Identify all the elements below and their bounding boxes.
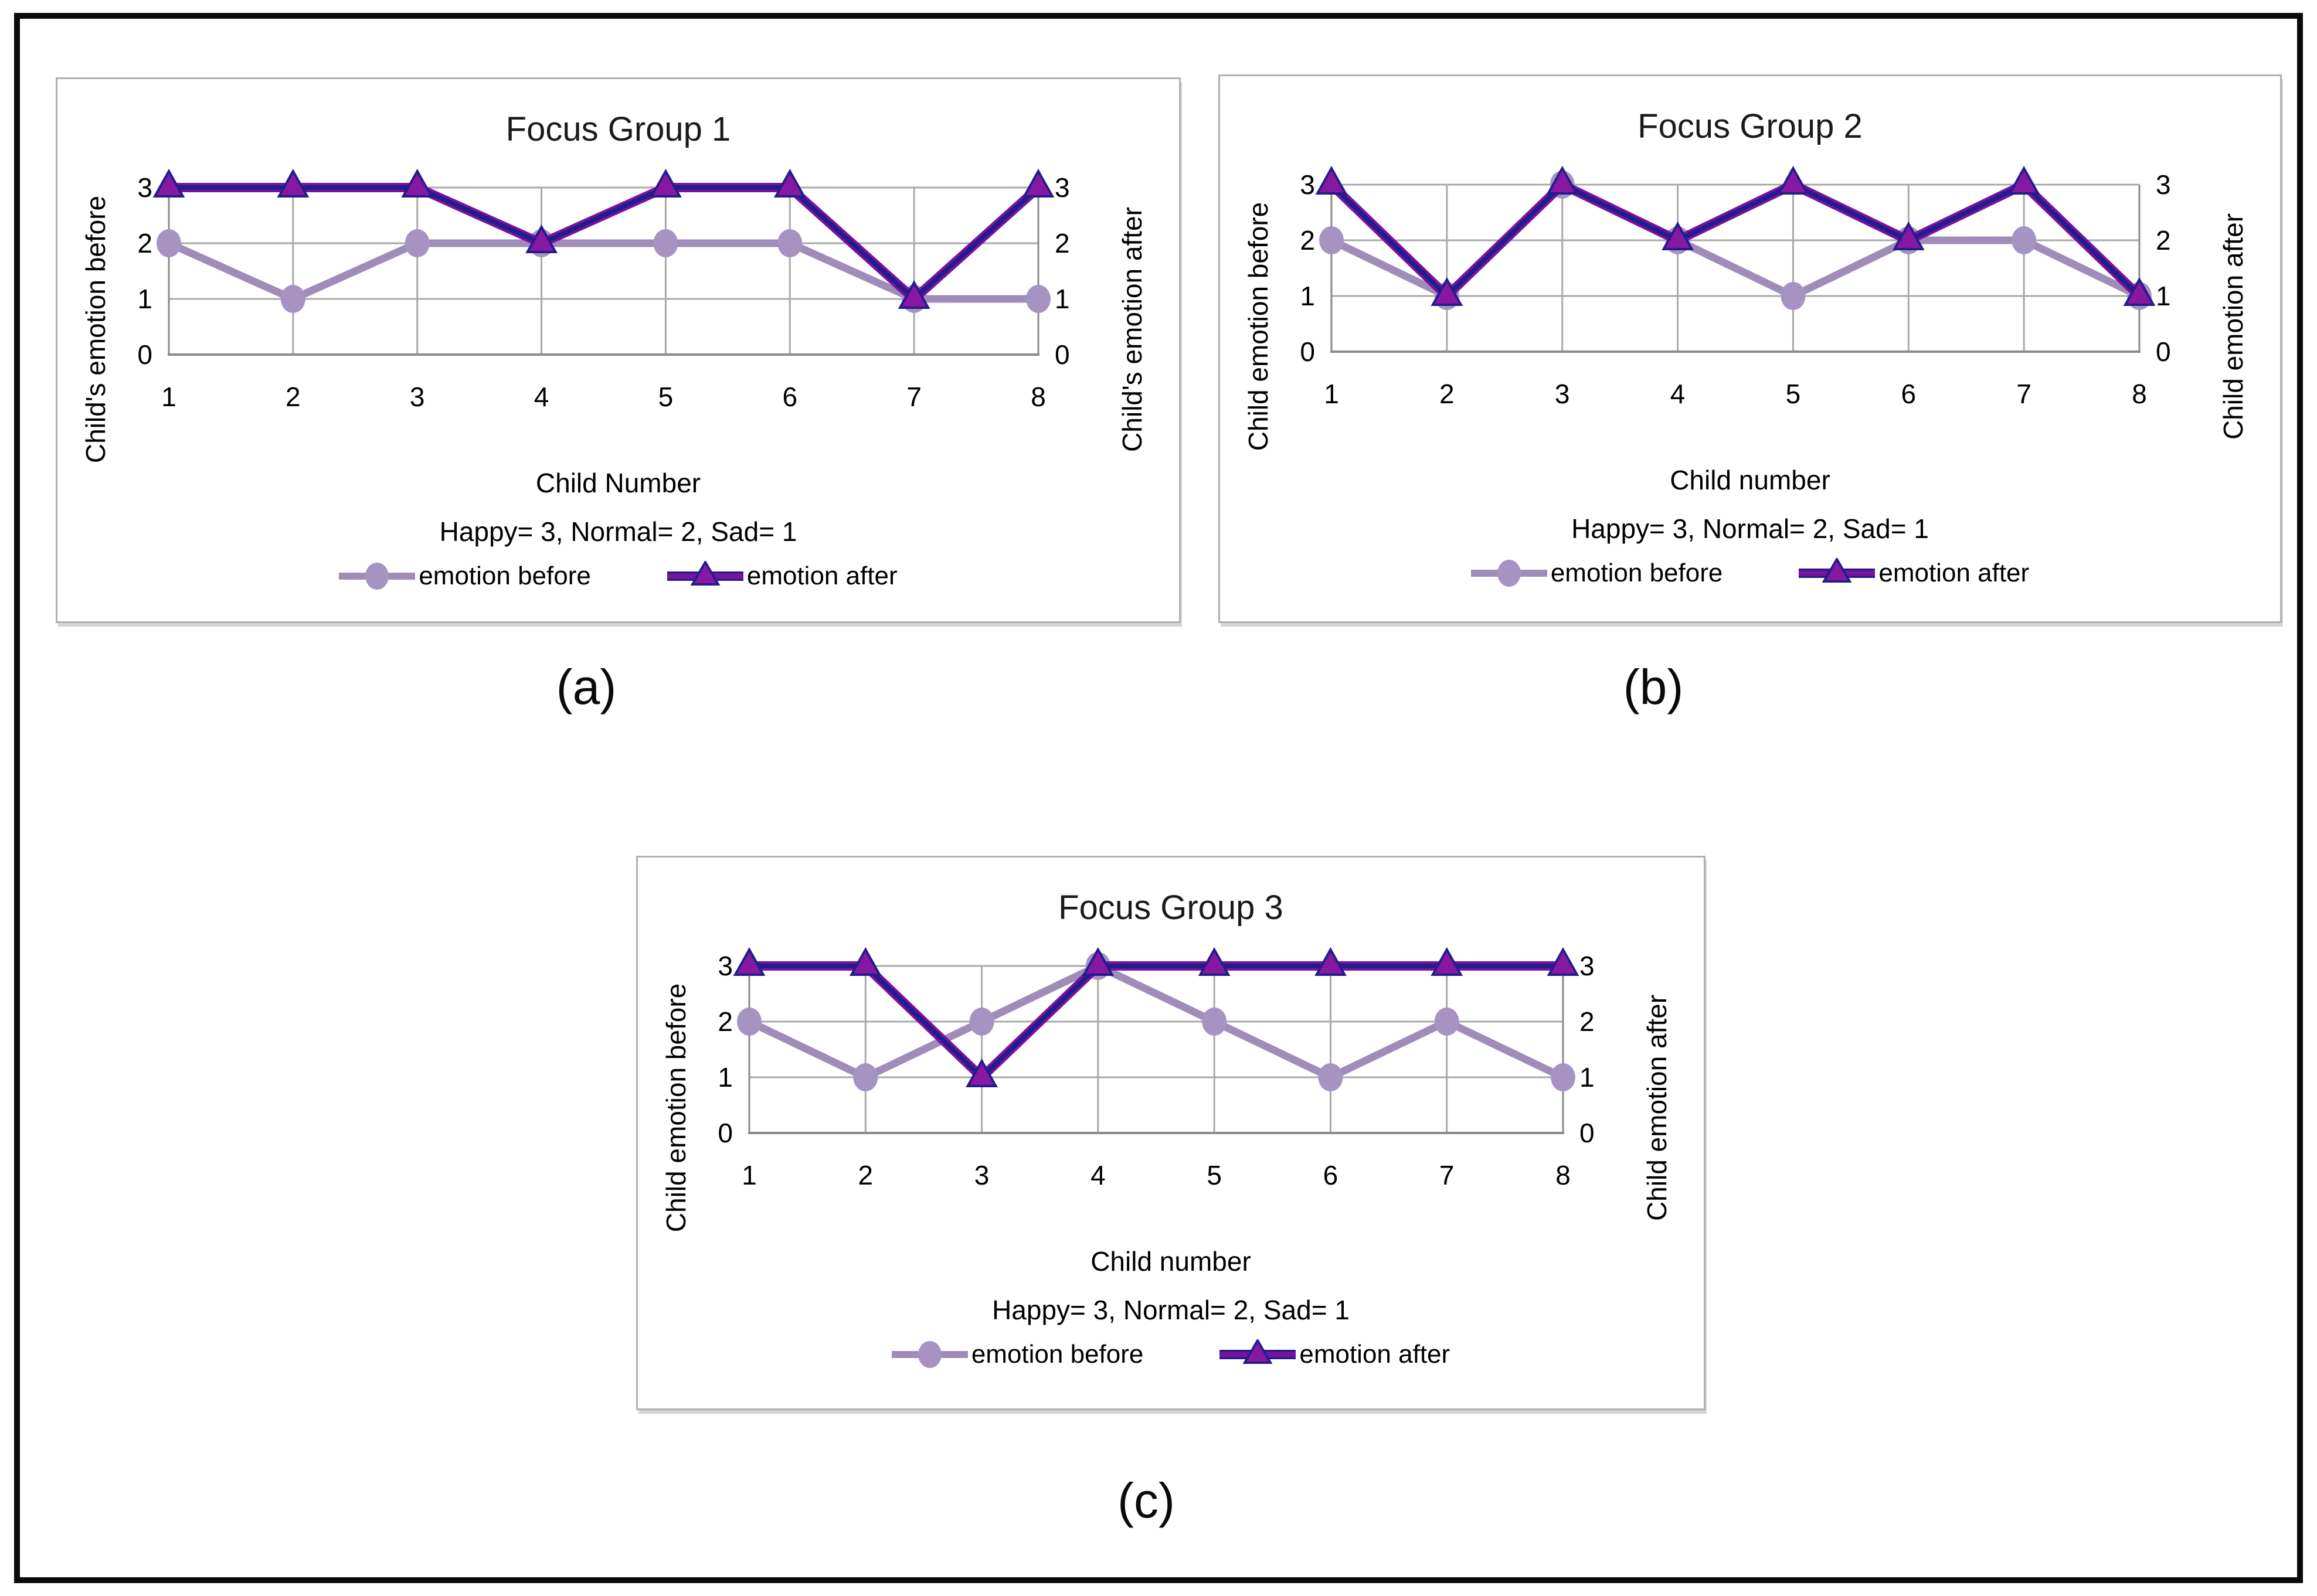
svg-text:1: 1 (1055, 284, 1070, 314)
svg-text:5: 5 (658, 382, 674, 412)
x-axis-label: Child number (1090, 1246, 1251, 1277)
svg-text:1: 1 (1579, 1062, 1595, 1093)
svg-text:0: 0 (137, 339, 152, 370)
svg-text:5: 5 (1207, 1160, 1222, 1190)
svg-text:2: 2 (718, 1006, 733, 1037)
svg-text:7: 7 (1439, 1160, 1455, 1190)
legend: emotion before emotion after (638, 1339, 1704, 1370)
emotion-before-marker-icon (1470, 560, 1547, 587)
legend-label: emotion after (746, 562, 898, 590)
emotion-scale-note: Happy= 3, Normal= 2, Sad= 1 (1571, 513, 1929, 544)
svg-text:8: 8 (1031, 382, 1046, 412)
svg-text:3: 3 (410, 382, 425, 412)
svg-text:3: 3 (1579, 951, 1595, 981)
legend-item-emotion-before: emotion before (891, 1339, 1144, 1370)
svg-text:0: 0 (2156, 336, 2171, 367)
svg-text:7: 7 (2016, 379, 2031, 409)
legend-item-emotion-before: emotion before (1470, 558, 1723, 588)
legend-label: emotion before (419, 562, 591, 590)
svg-text:1: 1 (718, 1062, 733, 1093)
svg-text:2: 2 (858, 1160, 873, 1190)
svg-text:1: 1 (137, 284, 152, 314)
svg-text:5: 5 (1786, 379, 1801, 409)
emotion-before-marker-icon (891, 1341, 968, 1368)
svg-text:0: 0 (1300, 336, 1315, 367)
svg-text:3: 3 (1055, 172, 1070, 203)
emotion-scale-note: Happy= 3, Normal= 2, Sad= 1 (439, 516, 797, 547)
legend-item-emotion-after: emotion after (667, 561, 898, 591)
legend: emotion before emotion after (1220, 558, 2280, 588)
emotion-before-marker-icon (339, 563, 416, 590)
legend-item-emotion-before: emotion before (339, 561, 591, 591)
svg-text:4: 4 (1090, 1160, 1106, 1190)
emotion-after-marker-icon (1799, 558, 1876, 583)
svg-text:4: 4 (1670, 379, 1686, 409)
legend-label: emotion before (1550, 559, 1723, 587)
svg-text:2: 2 (1300, 225, 1315, 256)
x-axis-label: Child number (1670, 465, 1830, 495)
subfigure-caption-a: (a) (556, 659, 617, 714)
svg-text:1: 1 (2156, 281, 2171, 311)
legend-label: emotion before (971, 1340, 1144, 1369)
subfigure-caption-c: (c) (1117, 1473, 1175, 1528)
plot-area: 0 01 12 23 31 2 3 4 5 6 7 8 (1300, 165, 2171, 409)
emotion-after-marker-icon (1219, 1339, 1296, 1364)
legend-label: emotion after (1878, 559, 2030, 587)
svg-text:3: 3 (718, 951, 733, 981)
svg-text:1: 1 (161, 382, 176, 412)
svg-text:2: 2 (1579, 1006, 1595, 1037)
svg-text:1: 1 (1300, 281, 1315, 311)
svg-text:1: 1 (1324, 379, 1339, 409)
svg-text:2: 2 (137, 228, 152, 258)
svg-text:4: 4 (534, 382, 549, 412)
chart-title: Focus Group 3 (1058, 889, 1283, 927)
emotion-scale-note: Happy= 3, Normal= 2, Sad= 1 (992, 1295, 1350, 1325)
subfigure-caption-b: (b) (1623, 659, 1684, 714)
legend-item-emotion-after: emotion after (1799, 558, 2029, 588)
svg-text:3: 3 (2156, 169, 2171, 200)
svg-text:3: 3 (137, 172, 152, 203)
svg-text:2: 2 (286, 382, 301, 412)
svg-text:2: 2 (2156, 225, 2171, 256)
svg-text:6: 6 (782, 382, 797, 412)
svg-text:0: 0 (718, 1118, 733, 1148)
svg-text:1: 1 (742, 1160, 757, 1190)
svg-text:0: 0 (1055, 339, 1070, 370)
svg-text:3: 3 (1555, 379, 1570, 409)
svg-text:3: 3 (1300, 169, 1315, 200)
svg-text:8: 8 (2132, 379, 2147, 409)
svg-text:2: 2 (1055, 228, 1070, 258)
svg-text:2: 2 (1439, 379, 1455, 409)
legend-label: emotion after (1299, 1340, 1450, 1369)
chart-title: Focus Group 2 (1637, 107, 1863, 145)
plot-area: 0 01 12 23 31 2 3 4 5 6 7 8 (718, 947, 1595, 1190)
svg-text:6: 6 (1323, 1160, 1338, 1190)
svg-text:7: 7 (906, 382, 922, 412)
emotion-after-marker-icon (667, 561, 743, 586)
svg-text:8: 8 (1555, 1160, 1571, 1190)
x-axis-label: Child Number (535, 468, 701, 498)
chart-title: Focus Group 1 (505, 110, 731, 148)
plot-area: 0 01 12 23 31 2 3 4 5 6 7 8 (137, 168, 1070, 412)
svg-text:0: 0 (1579, 1118, 1595, 1148)
legend: emotion before emotion after (57, 561, 1179, 591)
svg-text:3: 3 (974, 1160, 990, 1190)
svg-text:6: 6 (1901, 379, 1916, 409)
legend-item-emotion-after: emotion after (1219, 1339, 1450, 1370)
